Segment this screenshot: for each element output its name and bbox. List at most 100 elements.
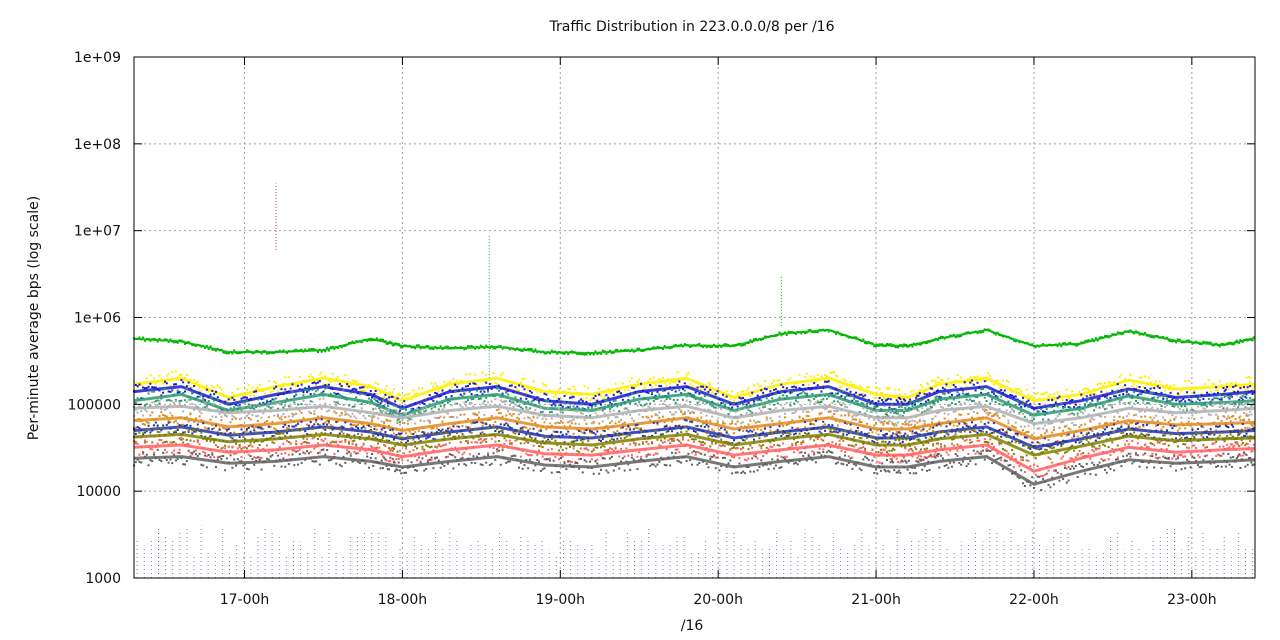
data-point xyxy=(1196,397,1199,400)
data-point xyxy=(494,435,497,438)
data-point xyxy=(293,395,296,398)
data-point xyxy=(468,426,471,429)
data-point xyxy=(640,382,643,385)
data-point xyxy=(1151,406,1154,409)
data-point xyxy=(1232,415,1235,418)
data-point xyxy=(599,433,602,436)
data-point xyxy=(963,422,966,425)
data-point xyxy=(1014,387,1017,390)
data-point xyxy=(275,402,278,405)
data-point xyxy=(1067,433,1070,436)
data-point xyxy=(1078,426,1081,429)
data-point xyxy=(338,432,341,435)
data-point xyxy=(396,421,399,424)
data-point xyxy=(381,338,384,341)
data-point xyxy=(140,384,143,387)
data-point xyxy=(700,385,703,388)
data-point xyxy=(714,392,717,395)
data-point xyxy=(512,405,515,408)
data-point xyxy=(1185,407,1188,410)
data-point xyxy=(479,432,482,435)
data-point xyxy=(1100,390,1103,393)
data-point xyxy=(398,436,401,439)
data-point xyxy=(634,424,637,427)
data-point xyxy=(729,398,732,401)
data-point xyxy=(917,394,920,397)
data-point xyxy=(512,401,515,404)
data-point xyxy=(654,398,657,401)
data-point xyxy=(358,389,361,392)
data-point xyxy=(216,430,219,433)
data-point xyxy=(1124,378,1127,381)
data-point xyxy=(1133,332,1136,335)
data-point xyxy=(187,430,190,433)
data-point xyxy=(935,411,938,414)
data-point xyxy=(452,377,455,380)
data-point xyxy=(1120,424,1123,427)
data-point xyxy=(143,387,146,390)
data-point xyxy=(892,432,895,435)
data-point xyxy=(527,388,530,391)
data-point xyxy=(1213,383,1216,386)
data-point xyxy=(569,396,572,399)
data-point xyxy=(660,385,663,388)
data-point xyxy=(762,391,765,394)
data-point xyxy=(521,402,524,405)
data-point xyxy=(742,390,745,393)
data-point xyxy=(327,421,330,424)
data-point xyxy=(269,407,272,410)
data-point xyxy=(981,330,984,333)
data-point xyxy=(271,406,274,409)
data-point xyxy=(906,422,909,425)
data-point xyxy=(229,421,232,424)
data-point xyxy=(235,399,238,402)
data-point xyxy=(470,398,473,401)
data-point xyxy=(245,447,248,450)
data-point xyxy=(534,348,537,351)
data-point xyxy=(454,383,457,386)
data-point xyxy=(778,331,781,334)
data-point xyxy=(240,447,243,450)
data-point xyxy=(851,415,854,418)
data-point xyxy=(291,429,294,432)
data-point xyxy=(521,428,524,431)
data-point xyxy=(636,391,639,394)
data-point xyxy=(638,401,641,404)
data-point xyxy=(320,391,323,394)
data-point xyxy=(313,348,316,351)
data-point xyxy=(1227,426,1230,429)
data-point xyxy=(567,408,570,411)
data-point xyxy=(1027,393,1030,396)
data-point xyxy=(716,345,719,348)
data-point xyxy=(1133,382,1136,385)
data-point xyxy=(296,422,299,425)
data-point xyxy=(446,434,449,437)
data-point xyxy=(578,400,581,403)
data-point xyxy=(369,425,372,428)
data-point xyxy=(947,433,950,436)
data-point xyxy=(802,384,805,387)
data-point xyxy=(1100,336,1103,339)
data-point xyxy=(915,431,918,434)
data-point xyxy=(355,380,358,383)
data-point xyxy=(286,429,289,432)
data-point xyxy=(898,406,901,409)
data-point xyxy=(432,437,435,440)
data-point xyxy=(782,407,785,410)
data-point xyxy=(614,399,617,402)
data-point xyxy=(331,425,334,428)
data-point xyxy=(437,390,440,393)
data-point xyxy=(860,401,863,404)
data-point xyxy=(231,391,234,394)
data-point xyxy=(153,400,156,403)
data-point xyxy=(485,381,488,384)
data-point xyxy=(1000,395,1003,398)
data-point xyxy=(1001,428,1004,431)
data-point xyxy=(833,409,836,412)
data-point xyxy=(723,396,726,399)
data-point xyxy=(432,427,435,430)
data-point xyxy=(173,401,176,404)
data-point xyxy=(423,431,426,434)
data-point xyxy=(1140,415,1143,418)
data-point xyxy=(740,397,743,400)
